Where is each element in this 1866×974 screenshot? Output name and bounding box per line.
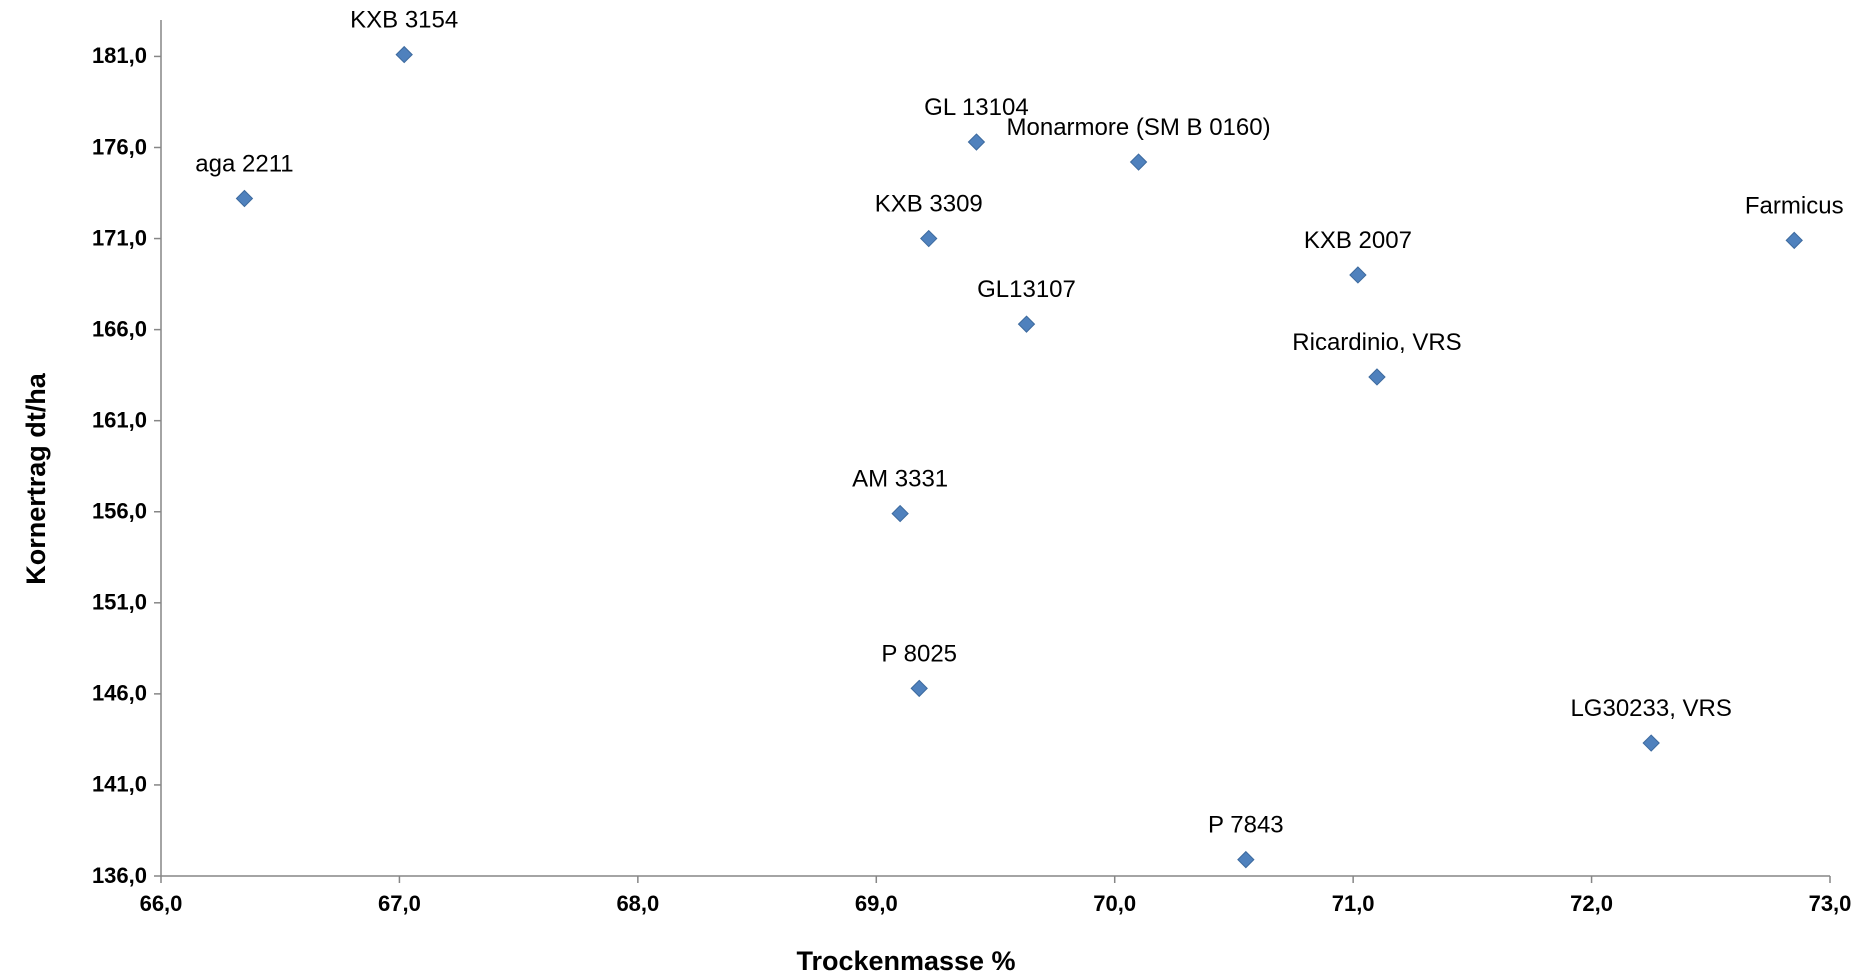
x-tick-label: 66,0 xyxy=(140,891,183,916)
x-axis-ticks: 66,0 67,0 68,0 69,0 70,0 71,0 72,0 73,0 xyxy=(140,876,1852,916)
data-point-marker xyxy=(910,679,928,698)
data-point-label: LG30233, VRS xyxy=(1570,695,1731,722)
x-tick-label: 72,0 xyxy=(1570,891,1613,916)
data-point-marker xyxy=(1785,231,1803,250)
y-tick-label: 146,0 xyxy=(92,681,147,706)
x-tick-label: 73,0 xyxy=(1809,891,1852,916)
data-point-marker xyxy=(1349,266,1367,284)
data-point-label: Monarmore (SM B 0160) xyxy=(1007,114,1271,141)
data-point-label: P 8025 xyxy=(881,640,957,667)
data-point-label: GL 13104 xyxy=(924,94,1029,121)
y-tick-label: 156,0 xyxy=(92,499,147,524)
data-point-marker xyxy=(1017,315,1036,333)
y-tick-label: 136,0 xyxy=(92,863,147,888)
data-point-marker xyxy=(891,504,909,523)
x-tick-label: 71,0 xyxy=(1332,891,1375,916)
data-point-label: aga 2211 xyxy=(195,150,293,177)
data-point-label: KXB 3154 xyxy=(350,7,458,34)
data-point-label: GL13107 xyxy=(977,276,1076,303)
data-point-marker xyxy=(395,45,413,64)
data-point-marker xyxy=(1237,850,1255,869)
y-tick-label: 176,0 xyxy=(92,134,147,159)
data-point-label: Farmicus xyxy=(1745,192,1844,219)
y-tick-label: 166,0 xyxy=(92,316,147,341)
data-point-label: KXB 2007 xyxy=(1304,227,1412,254)
y-tick-label: 181,0 xyxy=(92,43,147,68)
x-axis-title: Trockenmasse % xyxy=(796,946,1015,974)
data-point-marker xyxy=(967,133,986,151)
data-point-label: Ricardinio, VRS xyxy=(1292,329,1461,356)
data-point-label: AM 3331 xyxy=(852,466,948,493)
x-tick-label: 67,0 xyxy=(378,891,421,916)
y-axis-title-group: Kornertrag dt/ha xyxy=(21,372,51,585)
data-point-label: P 7843 xyxy=(1208,812,1284,839)
data-point-label: KXB 3309 xyxy=(875,191,983,218)
y-tick-label: 161,0 xyxy=(92,407,147,432)
data-point-marker xyxy=(920,229,938,248)
data-point-marker xyxy=(1368,368,1386,386)
data-point-marker xyxy=(1129,153,1148,171)
y-axis-title: Kornertrag dt/ha xyxy=(21,372,51,585)
data-point-marker xyxy=(1642,734,1660,752)
y-tick-label: 171,0 xyxy=(92,225,147,250)
data-point-marker xyxy=(235,189,254,208)
y-axis-ticks: 136,0 141,0 146,0 151,0 156,0 161,0 166,0 171,0… xyxy=(92,43,161,888)
y-tick-label: 151,0 xyxy=(92,590,147,615)
x-tick-label: 68,0 xyxy=(616,891,659,916)
x-tick-label: 70,0 xyxy=(1093,891,1136,916)
x-tick-label: 69,0 xyxy=(855,891,898,916)
y-tick-label: 141,0 xyxy=(92,772,147,797)
